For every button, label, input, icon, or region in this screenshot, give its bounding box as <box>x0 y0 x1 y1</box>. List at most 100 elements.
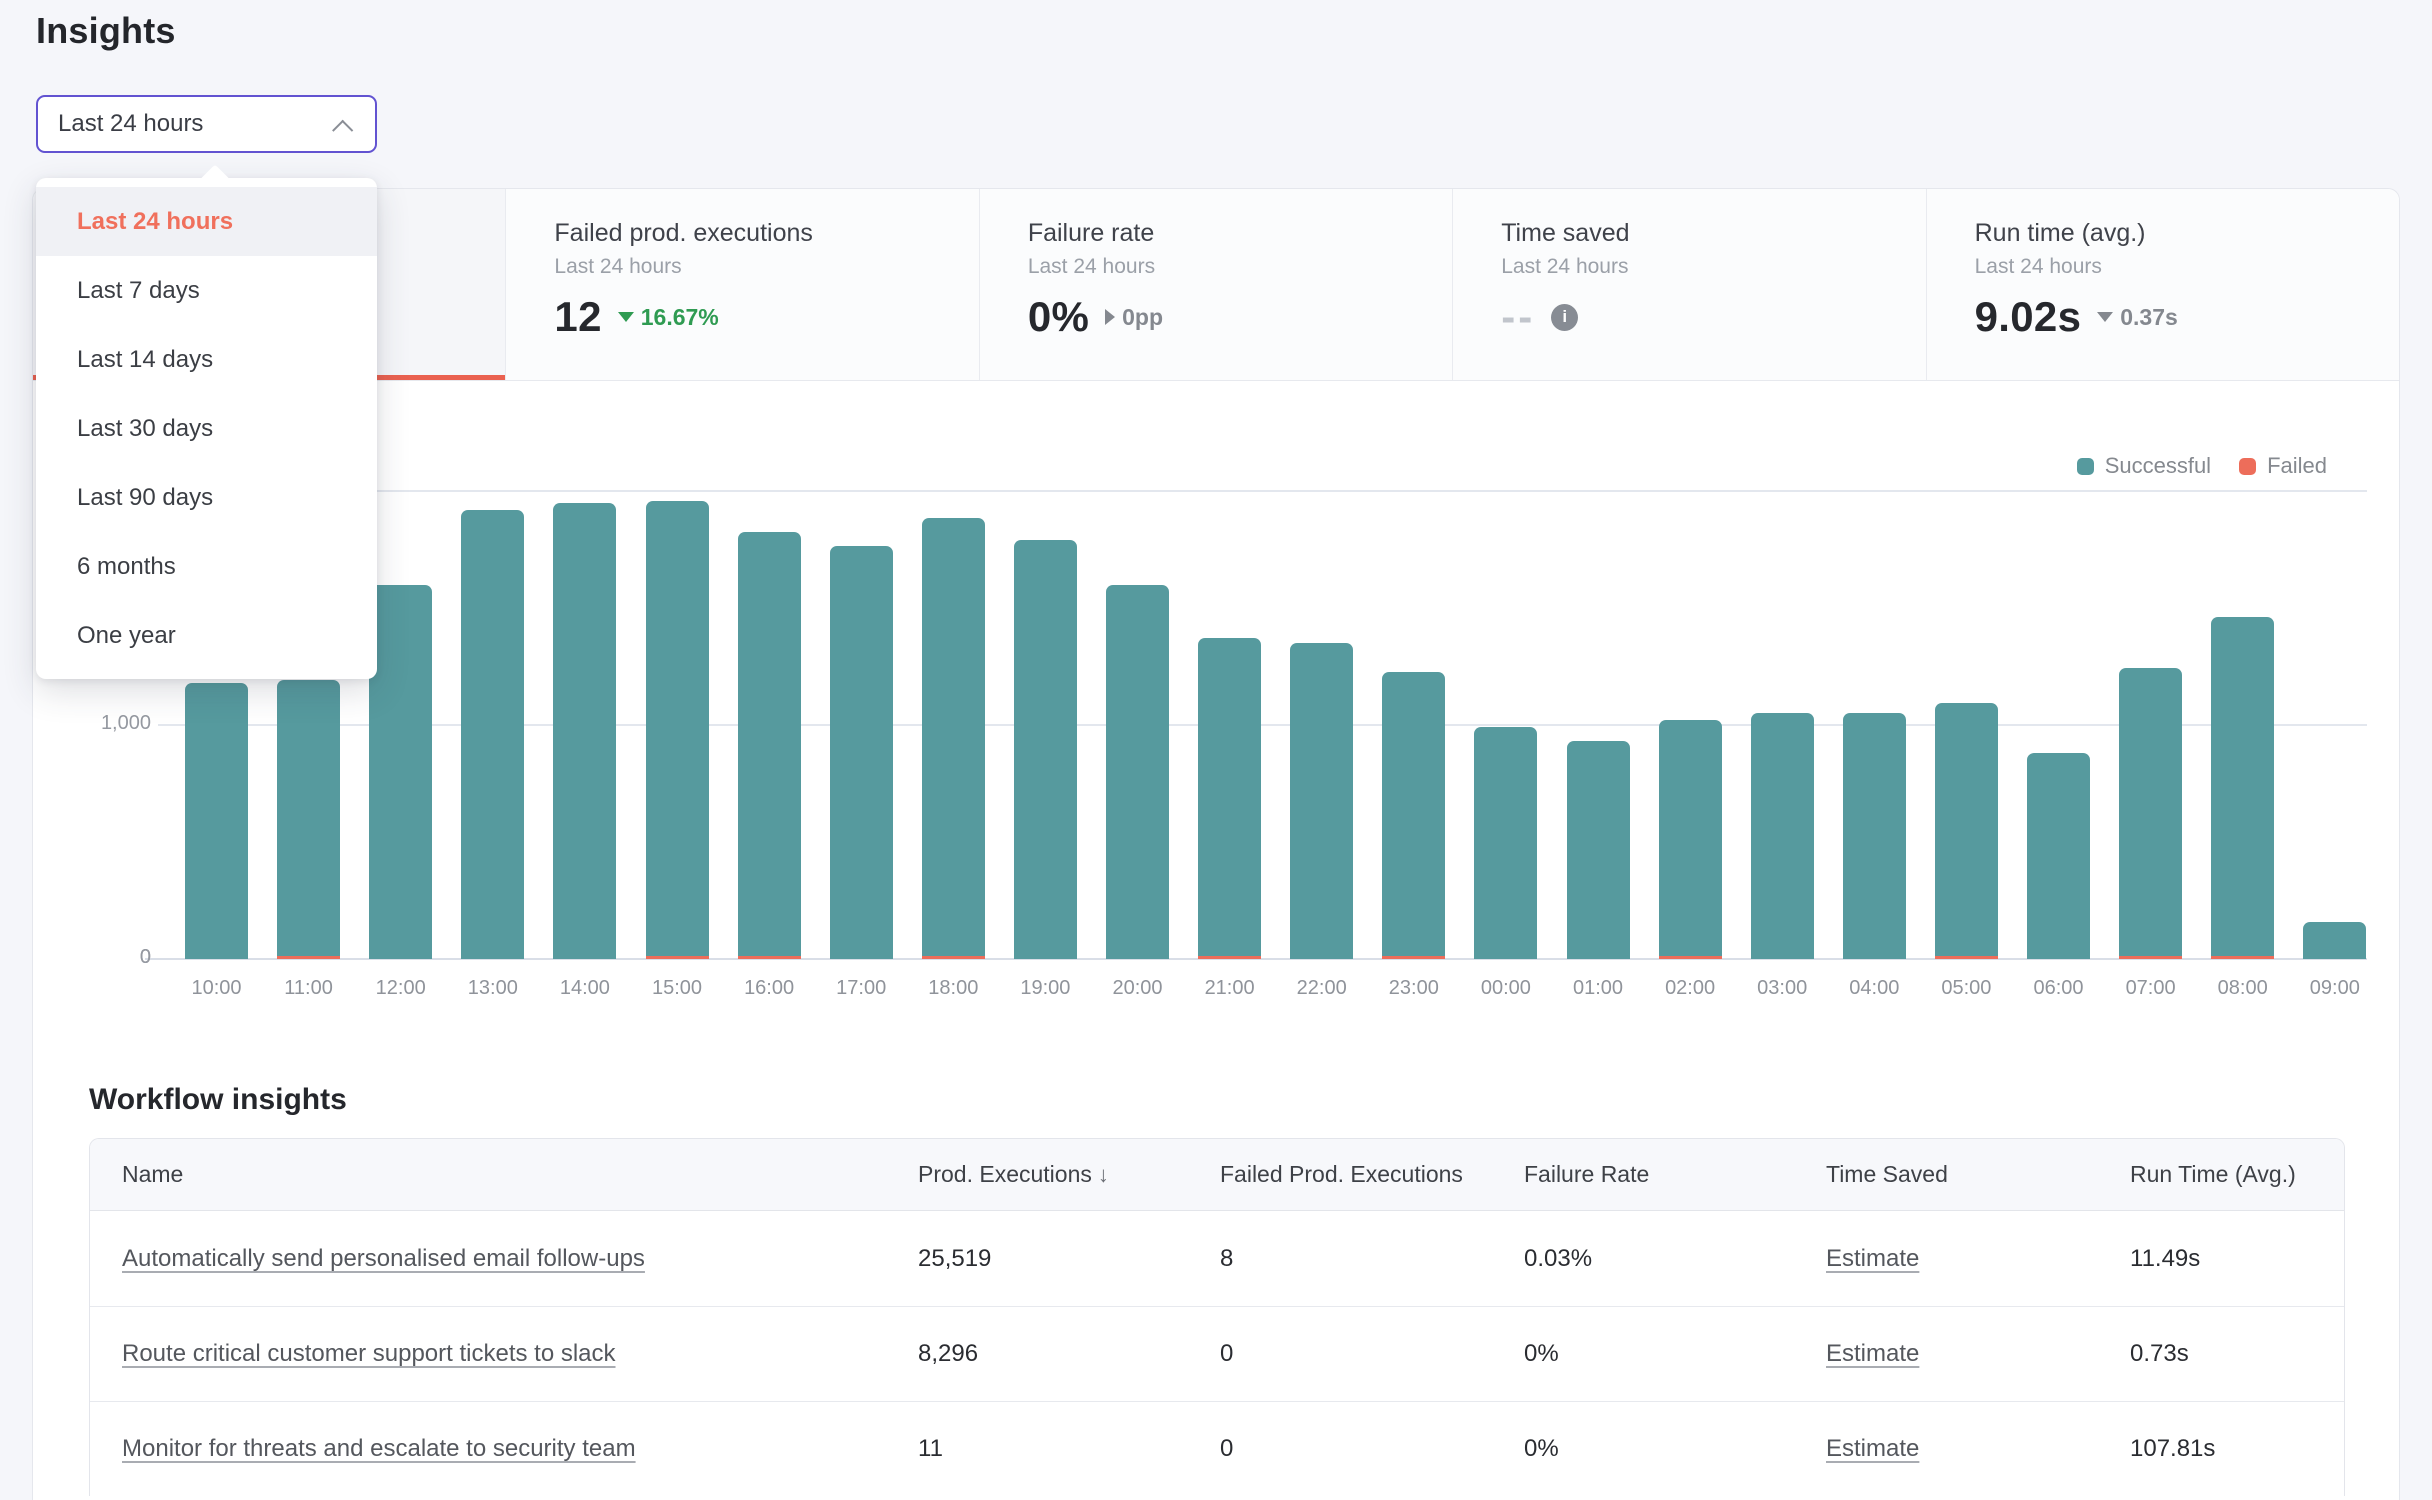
table-header-row: Name Prod. Executions ↓ Failed Prod. Exec… <box>90 1139 2344 1211</box>
estimate-link[interactable]: Estimate <box>1826 1435 1920 1462</box>
bar-successful-segment <box>829 546 893 959</box>
x-axis-tick-label: 12:00 <box>375 977 426 999</box>
bar-failed-segment <box>921 956 985 959</box>
bar-successful-segment <box>2303 921 2367 959</box>
bar-successful-segment <box>1013 540 1077 959</box>
card-title: Failed prod. executions <box>554 219 813 247</box>
bar-successful-segment <box>553 502 617 959</box>
bar-failed-segment <box>2119 956 2183 959</box>
chart-bar <box>2211 616 2275 959</box>
bar-successful-segment <box>1474 727 1538 959</box>
chart-bar <box>2119 668 2183 959</box>
chart-bar <box>1474 727 1538 959</box>
menu-item-6-months[interactable]: 6 months <box>77 552 176 580</box>
menu-item-one-year[interactable]: One year <box>77 621 176 649</box>
column-header-failed-prod-executions[interactable]: Failed Prod. Executions <box>1220 1161 1463 1187</box>
column-header-run-time[interactable]: Run Time (Avg.) <box>2130 1161 2296 1187</box>
x-axis-tick-label: 22:00 <box>1296 977 1347 999</box>
summary-tab-failure-rate[interactable]: Failure rate Last 24 hours 0% 0pp <box>978 189 1452 380</box>
bar-successful-segment <box>1842 713 1906 959</box>
run-time-value: 0.73s <box>2130 1340 2189 1367</box>
chart-bar <box>1658 719 1722 959</box>
failed-prod-executions-value: 0 <box>1220 1340 1234 1367</box>
card-subtitle: Last 24 hours <box>554 255 682 278</box>
menu-item-last-24-hours[interactable]: Last 24 hours <box>36 187 377 256</box>
bar-successful-segment <box>1382 671 1446 956</box>
legend-item-successful[interactable]: Successful <box>2076 453 2212 479</box>
chart-bar <box>2027 753 2090 959</box>
period-select[interactable]: Last 24 hours <box>36 95 377 153</box>
gridline <box>145 958 2367 960</box>
triangle-down-icon <box>2097 312 2114 322</box>
period-dropdown-menu: Last 24 hours Last 7 days Last 14 days L… <box>36 164 377 679</box>
column-header-name[interactable]: Name <box>122 1161 184 1187</box>
bar-successful-segment <box>185 682 248 959</box>
card-value: 0% <box>1027 293 1090 340</box>
estimate-link[interactable]: Estimate <box>1826 1244 1920 1272</box>
run-time-value: 107.81s <box>2130 1435 2216 1462</box>
delta-text: 0pp <box>1122 303 1164 330</box>
failed-prod-executions-value: 0 <box>1220 1435 1234 1462</box>
failure-rate-value: 0% <box>1524 1340 1559 1367</box>
chart-bar <box>461 509 525 959</box>
workflow-link[interactable]: Monitor for threats and escalate to secu… <box>122 1435 636 1462</box>
chart-bar <box>1566 741 1630 959</box>
run-time-value: 11.49s <box>2130 1244 2201 1272</box>
bar-successful-segment <box>277 679 341 956</box>
estimate-link[interactable]: Estimate <box>1826 1340 1920 1367</box>
chart-bar <box>1842 713 1906 959</box>
gridline <box>158 490 2367 492</box>
x-axis-tick-label: 10:00 <box>191 977 242 999</box>
workflow-link[interactable]: Route critical customer support tickets … <box>122 1340 616 1367</box>
table-row: Route critical customer support tickets … <box>90 1306 2344 1401</box>
summary-tab-time-saved[interactable]: Time saved Last 24 hours -- i <box>1452 189 1925 380</box>
summary-tab-run-time[interactable]: Run time (avg.) Last 24 hours 9.02s 0.37… <box>1925 189 2399 380</box>
card-value: 9.02s <box>1974 293 2082 340</box>
chart-bar <box>185 682 248 959</box>
menu-item-last-14-days[interactable]: Last 14 days <box>77 345 214 373</box>
x-axis-tick-label: 07:00 <box>2125 977 2176 999</box>
chart-bar <box>829 546 893 959</box>
card-value: -- <box>1501 293 1536 340</box>
column-header-time-saved[interactable]: Time Saved <box>1826 1161 1948 1187</box>
card-title: Time saved <box>1501 219 1630 247</box>
sort-desc-icon: ↓ <box>1097 1162 1109 1187</box>
x-axis-tick-label: 09:00 <box>2309 977 2360 999</box>
x-axis-tick-label: 13:00 <box>467 977 518 999</box>
legend-label: Successful <box>2104 453 2212 478</box>
workflow-link[interactable]: Automatically send personalised email fo… <box>122 1244 645 1272</box>
chart-bar <box>277 679 341 959</box>
card-title: Run time (avg.) <box>1974 219 2146 247</box>
bar-failed-segment <box>1658 956 1722 959</box>
prod-executions-value: 8,296 <box>918 1340 979 1367</box>
x-axis-tick-label: 23:00 <box>1388 977 1439 999</box>
menu-item-last-30-days[interactable]: Last 30 days <box>77 414 214 442</box>
card-value: 12 <box>554 293 602 340</box>
chart-bar <box>553 502 617 959</box>
info-icon[interactable]: i <box>1551 303 1579 331</box>
column-header-failure-rate[interactable]: Failure Rate <box>1524 1161 1650 1187</box>
table-row: Monitor for threats and escalate to secu… <box>90 1401 2344 1496</box>
x-axis-tick-label: 02:00 <box>1665 977 1716 999</box>
x-axis-tick-label: 14:00 <box>559 977 610 999</box>
x-axis-tick-label: 04:00 <box>1849 977 1900 999</box>
chevron-up-icon <box>332 119 354 141</box>
x-axis-tick-label: 17:00 <box>836 977 887 999</box>
triangle-down-icon <box>617 312 634 322</box>
chart-bar <box>1290 643 1354 959</box>
successful-swatch-icon <box>2076 457 2094 475</box>
bar-failed-segment <box>1198 956 1262 959</box>
delta-badge: 0pp <box>1105 304 1163 331</box>
x-axis-tick-label: 21:00 <box>1204 977 1255 999</box>
menu-item-last-90-days[interactable]: Last 90 days <box>77 483 214 511</box>
failed-prod-executions-value: 8 <box>1220 1244 1234 1272</box>
legend-item-failed[interactable]: Failed <box>2239 453 2327 479</box>
summary-tab-failed-executions[interactable]: Failed prod. executions Last 24 hours 12… <box>505 189 978 380</box>
bar-failed-segment <box>737 956 801 959</box>
column-header-prod-executions[interactable]: Prod. Executions ↓ <box>918 1161 1109 1187</box>
bar-successful-segment <box>1198 637 1262 956</box>
menu-item-last-7-days[interactable]: Last 7 days <box>77 276 200 304</box>
bar-failed-segment <box>1382 956 1446 959</box>
bar-successful-segment <box>1750 713 1814 959</box>
y-axis-tick-label: 0 <box>139 946 151 968</box>
